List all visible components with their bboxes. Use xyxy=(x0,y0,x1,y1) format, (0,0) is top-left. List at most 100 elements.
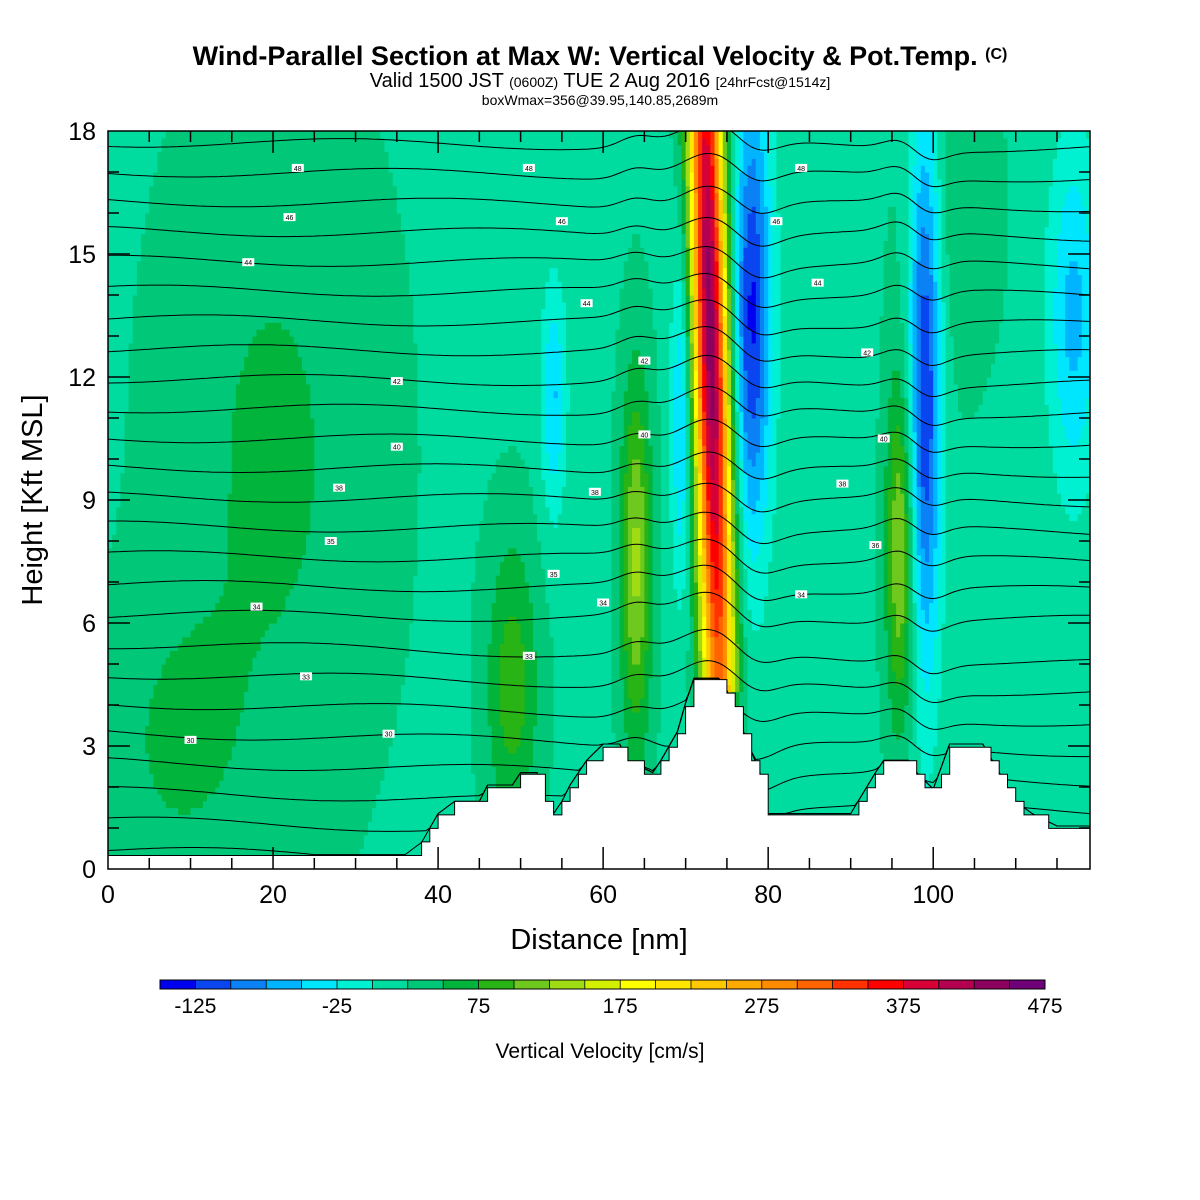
velocity-cell xyxy=(227,240,233,248)
velocity-cell xyxy=(277,814,282,822)
velocity-cell xyxy=(178,322,183,330)
velocity-cell xyxy=(174,588,179,597)
velocity-cell xyxy=(235,752,241,761)
velocity-cell xyxy=(281,404,287,412)
velocity-cell xyxy=(198,377,204,385)
velocity-cell xyxy=(202,616,208,624)
velocity-cell xyxy=(231,568,237,576)
velocity-cell xyxy=(149,834,154,843)
velocity-cell xyxy=(281,807,287,815)
velocity-cell xyxy=(244,213,249,221)
velocity-cell xyxy=(161,718,167,727)
velocity-cell xyxy=(289,363,295,371)
velocity-cell xyxy=(141,705,146,713)
velocity-cell xyxy=(165,623,171,631)
velocity-cell xyxy=(215,445,221,453)
velocity-cell xyxy=(153,390,159,399)
velocity-cell xyxy=(207,834,212,843)
velocity-cell xyxy=(108,219,113,228)
velocity-cell xyxy=(132,752,138,761)
velocity-cell xyxy=(153,616,159,624)
velocity-cell xyxy=(153,452,159,460)
velocity-cell xyxy=(198,541,204,549)
velocity-cell xyxy=(289,582,295,590)
velocity-cell xyxy=(149,534,154,542)
velocity-cell xyxy=(248,411,254,419)
velocity-cell xyxy=(281,192,287,200)
velocity-cell xyxy=(128,780,134,788)
velocity-cell xyxy=(169,711,175,720)
velocity-cell xyxy=(277,547,282,556)
velocity-cell xyxy=(141,650,146,658)
velocity-cell xyxy=(120,623,126,631)
velocity-cell xyxy=(141,288,146,296)
velocity-cell xyxy=(281,486,287,494)
velocity-cell xyxy=(165,165,171,173)
velocity-cell xyxy=(124,691,130,699)
velocity-cell xyxy=(235,787,241,795)
velocity-cell xyxy=(264,493,270,501)
velocity-cell xyxy=(136,418,142,426)
velocity-cell xyxy=(112,308,117,317)
velocity-cell xyxy=(277,322,282,330)
velocity-cell xyxy=(277,828,282,836)
velocity-cell xyxy=(186,390,192,399)
velocity-cell xyxy=(219,588,225,597)
velocity-cell xyxy=(260,240,266,248)
velocity-cell xyxy=(268,582,274,590)
velocity-cell xyxy=(194,281,200,289)
velocity-cell xyxy=(178,315,183,323)
velocity-cell xyxy=(149,158,154,166)
velocity-cell xyxy=(260,493,266,501)
velocity-cell xyxy=(285,267,291,276)
velocity-cell xyxy=(248,465,254,474)
velocity-cell xyxy=(124,616,130,624)
velocity-cell xyxy=(174,636,179,645)
velocity-cell xyxy=(260,172,266,180)
velocity-cell xyxy=(215,452,221,460)
velocity-cell xyxy=(169,732,175,740)
velocity-cell xyxy=(202,356,208,364)
velocity-cell xyxy=(211,602,216,610)
velocity-cell xyxy=(260,547,266,556)
velocity-cell xyxy=(227,165,233,173)
velocity-cell xyxy=(293,438,299,446)
velocity-cell xyxy=(227,226,233,235)
velocity-cell xyxy=(281,657,287,665)
velocity-cell xyxy=(116,746,121,754)
velocity-cell xyxy=(161,219,167,228)
velocity-cell xyxy=(223,131,229,139)
velocity-cell xyxy=(169,698,175,706)
velocity-cell xyxy=(132,732,138,740)
velocity-cell xyxy=(268,472,274,481)
velocity-cell xyxy=(132,219,138,228)
velocity-cell xyxy=(240,356,245,364)
velocity-cell xyxy=(120,199,126,207)
velocity-cell xyxy=(145,588,150,597)
velocity-cell xyxy=(124,172,130,180)
velocity-cell xyxy=(215,493,221,501)
velocity-cell xyxy=(277,609,282,617)
velocity-cell xyxy=(124,329,130,337)
velocity-cell xyxy=(244,383,249,392)
velocity-cell xyxy=(124,213,130,221)
velocity-cell xyxy=(120,534,126,542)
velocity-cell xyxy=(169,370,175,378)
velocity-cell xyxy=(182,493,187,501)
velocity-cell xyxy=(132,561,138,569)
velocity-cell xyxy=(293,192,299,200)
velocity-cell xyxy=(202,295,208,303)
velocity-cell xyxy=(281,356,287,364)
velocity-cell xyxy=(186,821,192,829)
velocity-cell xyxy=(211,814,216,822)
velocity-cell xyxy=(231,178,237,187)
velocity-cell xyxy=(264,602,270,610)
velocity-cell xyxy=(223,602,229,610)
velocity-cell xyxy=(194,506,200,515)
velocity-cell xyxy=(281,711,287,720)
velocity-cell xyxy=(260,759,266,768)
velocity-cell xyxy=(215,206,221,214)
velocity-cell xyxy=(235,561,241,569)
velocity-cell xyxy=(132,807,138,815)
velocity-cell xyxy=(149,226,154,235)
